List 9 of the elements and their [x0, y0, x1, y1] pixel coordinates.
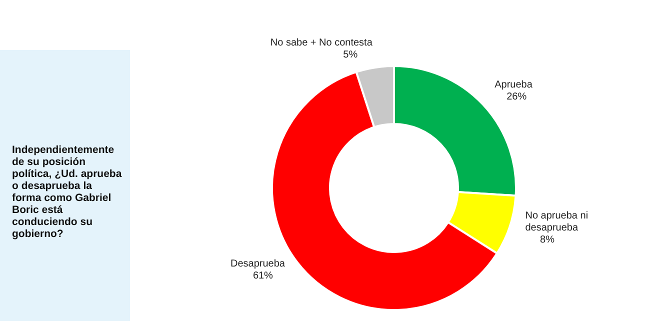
slice-label: Aprueba — [494, 80, 533, 91]
data-label: 61% — [252, 270, 274, 282]
data-label: 26% — [506, 92, 527, 103]
slice-label: No aprueba ni desaprueba — [525, 210, 588, 234]
slice-label: Desaprueba — [230, 258, 286, 270]
data-label: 8% — [540, 234, 555, 246]
text: Independientemente de su posición política, ¿Ud. aprueba o desaprueba la forma como Gabriel Boric está conduciendo su gobierno? — [12, 144, 123, 240]
slice-label: No sabe + No contesta — [270, 38, 373, 49]
data-label: 5% — [343, 50, 358, 61]
